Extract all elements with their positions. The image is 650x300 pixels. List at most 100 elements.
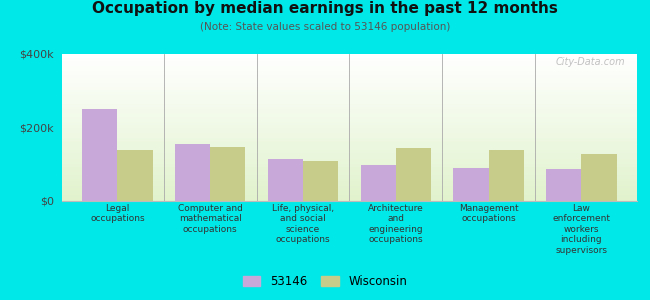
Bar [62,118,637,119]
Bar [62,142,637,143]
Bar [118,149,153,201]
Bar [62,72,637,73]
Bar [62,58,637,59]
Bar [62,172,637,173]
Bar [62,181,637,182]
Bar [62,70,637,71]
Bar [62,147,637,148]
Bar [62,123,637,124]
Bar [62,185,637,186]
Bar [62,65,637,66]
Bar [62,188,637,189]
Bar [62,104,637,105]
Bar [62,169,637,170]
Bar [62,157,637,158]
Bar [62,54,637,55]
Bar [62,143,637,144]
Bar [62,156,637,157]
Bar [62,160,637,161]
Bar [62,109,637,110]
Bar [62,83,637,84]
Bar [62,113,637,114]
Bar [62,133,637,134]
Bar [62,61,637,62]
Bar [62,150,637,151]
Bar [62,91,637,92]
Bar [453,168,489,201]
Bar [62,149,637,150]
Bar [62,103,637,104]
Bar [546,169,581,201]
Bar [62,145,637,146]
Bar [62,161,637,162]
Bar [62,192,637,193]
Bar [62,137,637,138]
Text: Law
enforcement
workers
including
supervisors: Law enforcement workers including superv… [552,204,610,255]
Bar [62,75,637,76]
Bar [62,139,637,140]
Bar [62,106,637,107]
Bar [62,140,637,141]
Bar [62,116,637,117]
Bar [210,147,246,201]
Bar [62,151,637,152]
Bar [62,198,637,199]
Bar [62,81,637,82]
Bar [62,159,637,160]
Bar [62,154,637,155]
Bar [303,161,338,201]
Bar [62,98,637,99]
Bar [62,166,637,167]
Bar [581,154,617,201]
Bar [62,186,637,187]
Bar [62,77,637,78]
Bar [62,184,637,185]
Bar [62,122,637,123]
Bar [62,158,637,159]
Bar [62,174,637,175]
Bar [62,173,637,174]
Bar [62,155,637,156]
Bar [62,82,637,83]
Bar [62,138,637,139]
Bar [62,136,637,137]
Bar [62,152,637,153]
Bar [62,112,637,113]
Bar [62,55,637,56]
Bar [62,60,637,61]
Bar [62,76,637,77]
Bar [62,121,637,122]
Bar [175,144,210,201]
Bar [62,171,637,172]
Bar [62,64,637,65]
Text: Computer and
mathematical
occupations: Computer and mathematical occupations [177,204,242,234]
Bar [62,71,637,72]
Bar [62,59,637,60]
Bar [361,165,396,201]
Bar [62,170,637,171]
Bar [62,114,637,115]
Bar [62,69,637,70]
Bar [62,141,637,142]
Bar [62,162,637,163]
Bar [62,169,637,170]
Bar [62,132,637,133]
Text: Management
occupations: Management occupations [459,204,518,224]
Bar [62,111,637,112]
Bar [62,129,637,130]
Bar [62,146,637,147]
Bar [62,92,637,93]
Text: (Note: State values scaled to 53146 population): (Note: State values scaled to 53146 popu… [200,22,450,32]
Bar [62,85,637,86]
Bar [62,191,637,192]
Bar [62,195,637,196]
Bar [62,134,637,135]
Text: Architecture
and
engineering
occupations: Architecture and engineering occupations [368,204,424,244]
Bar [62,86,637,87]
Bar [62,74,637,75]
Bar [62,90,637,91]
Bar [62,102,637,103]
Bar [62,108,637,109]
Bar [62,119,637,120]
Bar [62,99,637,100]
